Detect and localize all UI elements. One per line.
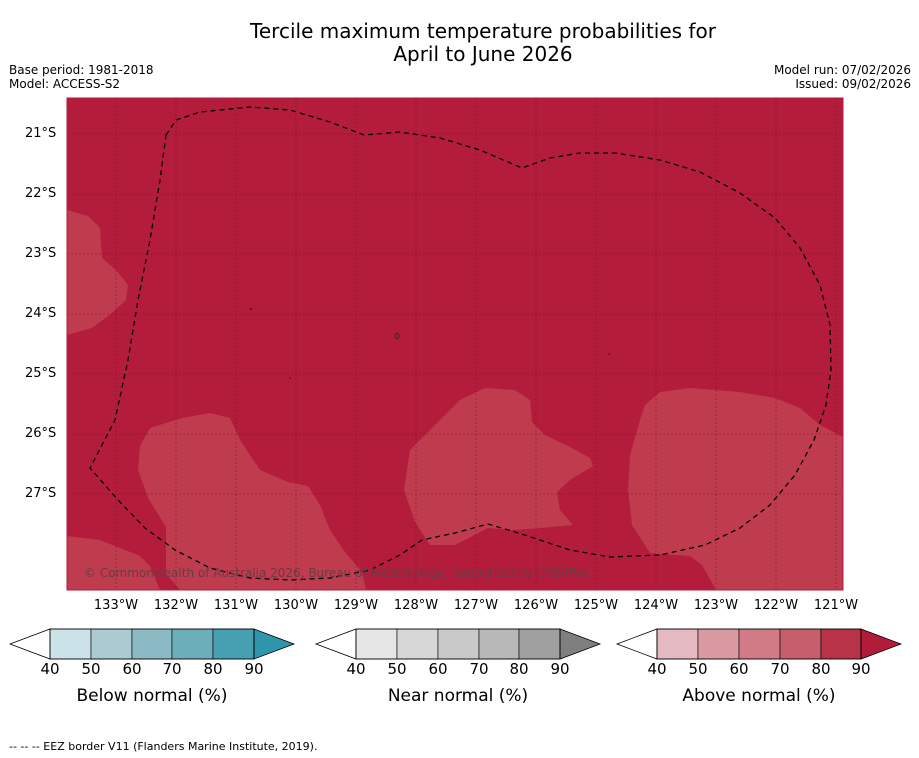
- region-southwest-corner: [67, 536, 160, 590]
- model-run: Model run: 07/02/2026: [773, 63, 911, 77]
- colorbar-near-bin-3: [437, 628, 480, 660]
- colorbar-above-high-tip: [860, 628, 903, 660]
- tick: 60: [122, 660, 142, 678]
- tick: 90: [550, 660, 570, 678]
- colorbar-below-bin-3: [131, 628, 173, 660]
- colorbar-below-title: Below normal (%): [76, 686, 228, 706]
- lat-label-24s: 24°S: [25, 306, 57, 321]
- title-line-2: April to June 2026: [393, 42, 573, 66]
- lon-label-125w: 125°W: [573, 598, 619, 613]
- colorbar-near-high-tip: [559, 628, 602, 660]
- colorbar-below-bin-4: [171, 628, 214, 660]
- tick: 50: [387, 660, 407, 678]
- lon-label-133w: 133°W: [93, 598, 139, 613]
- lat-label-25s: 25°S: [25, 366, 57, 381]
- tick: 70: [770, 660, 790, 678]
- map-title: Tercile maximum temperature probabilitie…: [0, 20, 919, 66]
- colorbar-below-bin-5: [212, 628, 255, 660]
- lat-label-21s: 21°S: [25, 126, 57, 141]
- tick: 80: [811, 660, 831, 678]
- colorbar-near-low-tip: [314, 628, 357, 660]
- colorbar-near-bin-1: [355, 628, 398, 660]
- tick: 50: [688, 660, 708, 678]
- tick: 90: [244, 660, 264, 678]
- tick: 60: [729, 660, 749, 678]
- colorbar-near-outline: [355, 628, 561, 660]
- tick: 40: [40, 660, 60, 678]
- lat-label-22s: 22°S: [25, 186, 57, 201]
- tick: 80: [509, 660, 529, 678]
- island-3: [289, 377, 291, 379]
- meta-right: Model run: 07/02/2026 Issued: 09/02/2026: [774, 63, 911, 91]
- lon-label-121w: 121°W: [813, 598, 859, 613]
- lat-label-27s: 27°S: [25, 486, 57, 501]
- colorbar-near-bin-4: [478, 628, 520, 660]
- tick: 50: [81, 660, 101, 678]
- colorbar-below-bin-1: [49, 628, 92, 660]
- colorbar-above-low-tip: [615, 628, 658, 660]
- colorbar-above-outline: [656, 628, 862, 660]
- lon-label-130w: 130°W: [273, 598, 319, 613]
- lat-label-23s: 23°S: [25, 246, 57, 261]
- title-line-1: Tercile maximum temperature probabilitie…: [250, 19, 716, 43]
- meta-left: Base period: 1981-2018 Model: ACCESS-S2: [9, 63, 154, 91]
- tick: 40: [647, 660, 667, 678]
- colorbar-above-title: Above normal (%): [682, 686, 836, 706]
- lon-label-128w: 128°W: [393, 598, 439, 613]
- copyright-credit: © Commonwealth of Australia 2026, Bureau…: [84, 566, 590, 580]
- eez-border: [89, 106, 832, 581]
- colorbar-near-bin-5: [518, 628, 561, 660]
- model-name: Model: ACCESS-S2: [9, 77, 121, 91]
- island-1: [250, 308, 252, 310]
- colorbar-above: [615, 628, 903, 660]
- map-area: [66, 97, 844, 591]
- colorbar-below-bin-2: [90, 628, 133, 660]
- lon-label-122w: 122°W: [753, 598, 799, 613]
- base-period: Base period: 1981-2018: [9, 63, 154, 77]
- lon-label-129w: 129°W: [333, 598, 379, 613]
- colorbar-below: [8, 628, 296, 660]
- lon-label-131w: 131°W: [213, 598, 259, 613]
- tick: 70: [469, 660, 489, 678]
- tick: 70: [162, 660, 182, 678]
- lon-label-124w: 124°W: [633, 598, 679, 613]
- region-southwest: [138, 413, 366, 590]
- tick: 90: [851, 660, 871, 678]
- lon-label-126w: 126°W: [513, 598, 559, 613]
- tick: 40: [346, 660, 366, 678]
- tick: 80: [203, 660, 223, 678]
- colorbar-above-bin-2: [697, 628, 740, 660]
- lon-label-123w: 123°W: [693, 598, 739, 613]
- colorbar-near-bin-2: [396, 628, 439, 660]
- region-center: [404, 388, 593, 545]
- colorbar-near: [314, 628, 602, 660]
- island-4: [608, 353, 610, 355]
- map-frame: [66, 97, 844, 591]
- colorbar-above-bin-5: [820, 628, 862, 660]
- colorbar-near-title: Near normal (%): [387, 686, 529, 706]
- region-west: [67, 210, 128, 335]
- colorbar-above-bin-3: [738, 628, 781, 660]
- colorbar-above-bin-1: [656, 628, 699, 660]
- island-2: [394, 333, 400, 339]
- colorbar-below-outline: [49, 628, 255, 660]
- eez-footnote: -- -- -- EEZ border V11 (Flanders Marine…: [9, 740, 318, 753]
- colorbar-below-high-tip: [253, 628, 296, 660]
- colorbar-below-low-tip: [8, 628, 51, 660]
- lat-label-26s: 26°S: [25, 426, 57, 441]
- tick: 60: [428, 660, 448, 678]
- gridlines: [67, 98, 843, 590]
- colorbar-above-bin-4: [779, 628, 822, 660]
- region-east: [628, 388, 843, 590]
- lon-label-132w: 132°W: [153, 598, 199, 613]
- lon-label-127w: 127°W: [453, 598, 499, 613]
- issued-date: Issued: 09/02/2026: [795, 77, 911, 91]
